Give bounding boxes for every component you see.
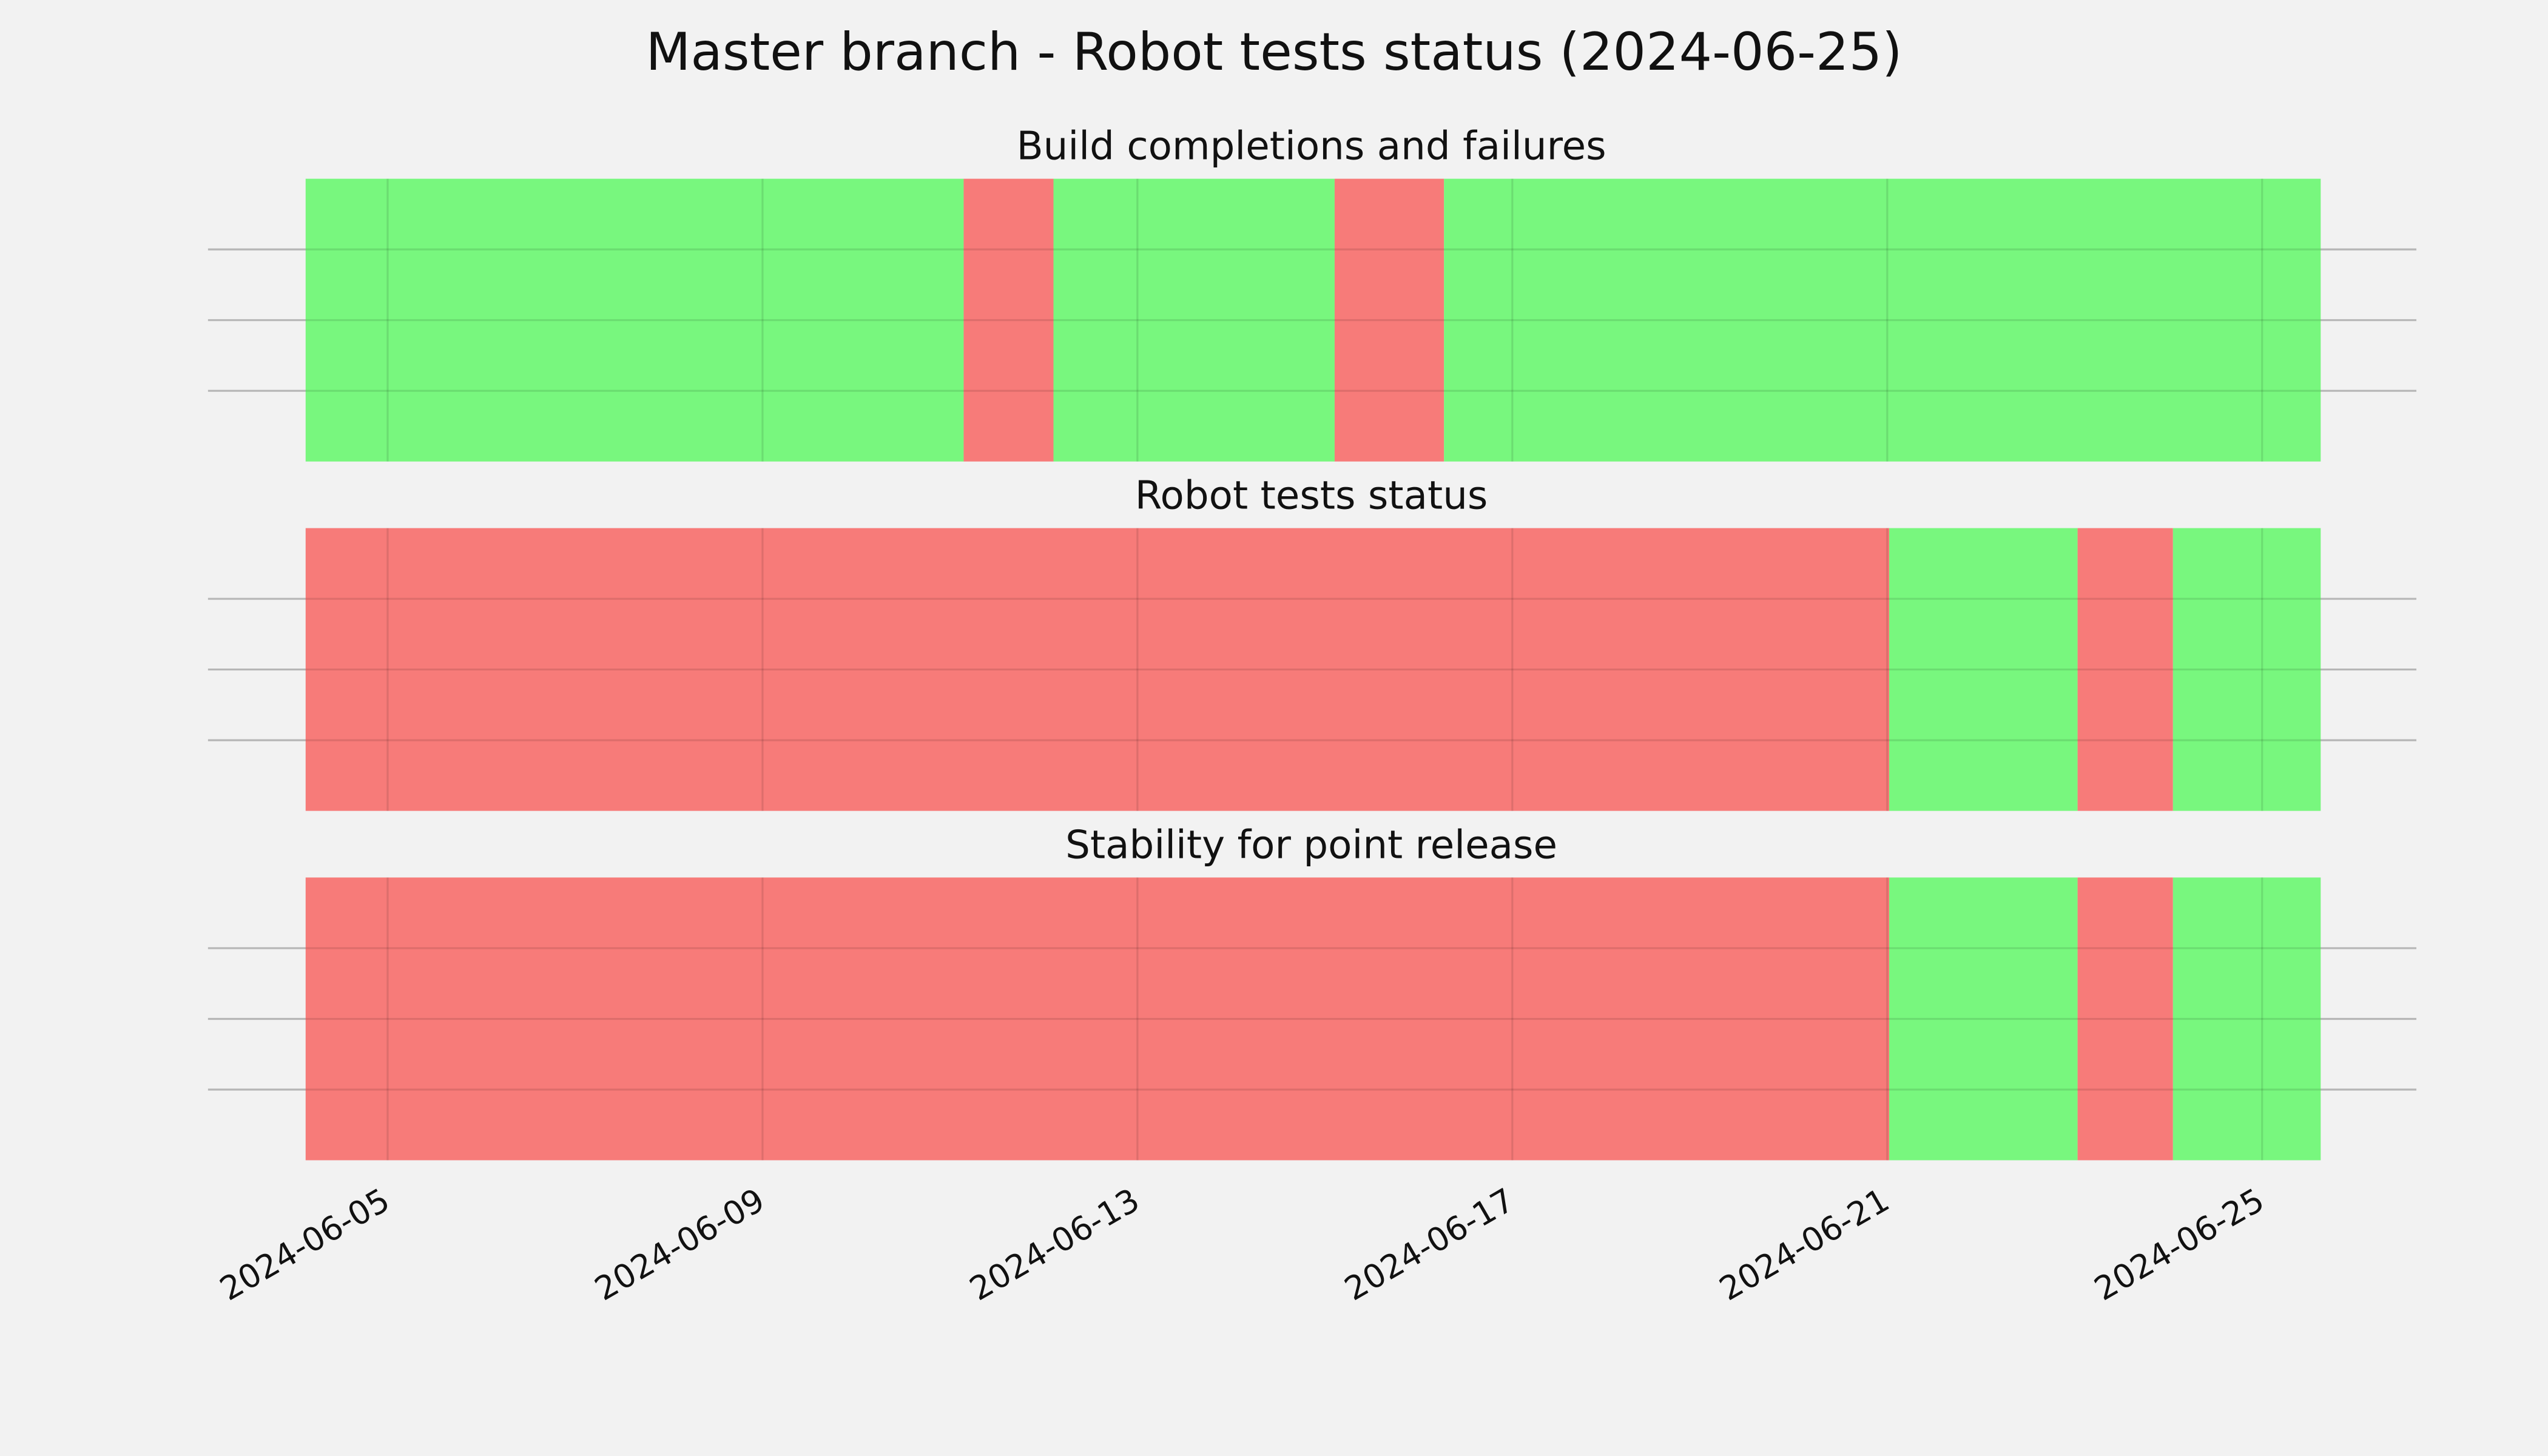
status-segment: [305, 877, 1890, 1161]
status-segment: [305, 528, 1890, 811]
status-segment: [2077, 528, 2173, 811]
status-segment: [1889, 877, 2078, 1161]
status-segment: [1889, 528, 2078, 811]
status-segment: [305, 178, 964, 462]
chart-title: Master branch - Robot tests status (2024…: [645, 22, 1902, 83]
panel-title: Build completions and failures: [1017, 124, 1606, 169]
status-segment: [1053, 178, 1335, 462]
status-segment: [2172, 528, 2321, 811]
panel-title: Robot tests status: [1135, 473, 1488, 518]
status-segment: [2077, 877, 2173, 1161]
status-segment: [963, 178, 1054, 462]
panel-title: Stability for point release: [1065, 822, 1557, 868]
status-segment: [2172, 877, 2321, 1161]
status-segment: [1444, 178, 2321, 462]
status-segment: [1334, 178, 1444, 462]
